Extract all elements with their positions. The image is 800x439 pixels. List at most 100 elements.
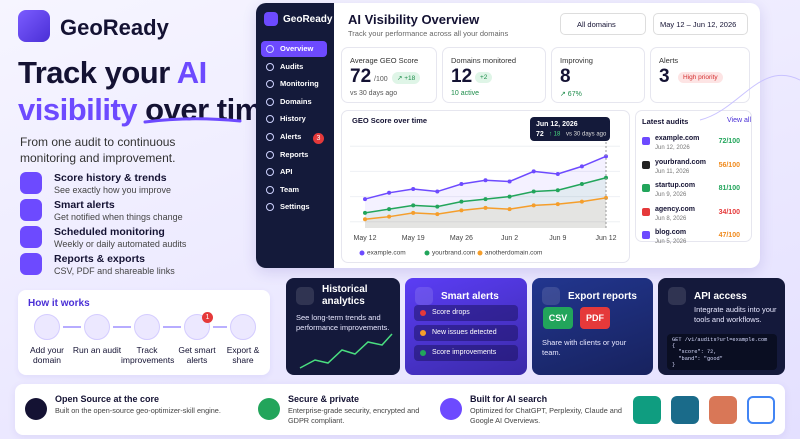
nav-item: API [280,167,293,177]
ai-logo [747,396,775,424]
headline-line: Track your AI [18,55,207,91]
code-line: "score": 72, [672,349,717,356]
code-line: } [672,361,676,368]
step-badge: 1 [202,312,213,323]
code-line: "band": "good" [672,355,723,362]
headline-part: visibility [18,92,138,127]
stat-badge: +2 [475,72,493,83]
card-title w: Smart alerts [441,291,499,302]
audit-date: Jun 9, 2026 [655,192,687,198]
feature-icon [20,172,42,194]
dash-subtitle: Track your performance across all your d… [348,29,509,38]
feature-icon [20,199,42,221]
dash-title: AI Visibility Overview [348,12,480,27]
card-title w: API access [694,291,747,302]
audit-domain: example.com [655,135,700,142]
headline-part: AI [176,55,208,90]
card-icon [668,287,686,305]
audit-date: Jun 12, 2026 [655,145,690,151]
nav-icon [266,150,274,159]
stat-label: Alerts [659,56,679,65]
card-icon [542,287,560,305]
feature-icon [20,253,42,275]
nav-item: Reports [280,149,309,159]
stat-label: Average GEO Score [350,56,419,65]
step-label w: Export & share [226,345,260,365]
card-desc: See long-term trends and performance imp… [296,313,390,332]
nav-icon [266,185,274,194]
step-label w: Track improvements [121,345,175,365]
feature-title: Smart alerts [54,199,115,211]
feature-card [405,278,527,375]
alert-dot [420,330,426,336]
nav-icon [266,203,274,212]
card-title w: Export reports [568,291,637,302]
alert-item [414,345,518,361]
nav-item: History [280,114,306,124]
footer-title: Built for AI search [470,394,548,404]
nav-icon [266,80,274,89]
card-desc: Integrate audits into your tools and wor… [694,305,777,324]
step-icon [84,314,110,340]
nav-item: Alerts [280,132,302,141]
headline-part: Track your [18,55,177,90]
audit-score: 47/100 [718,232,740,239]
footer-icon [258,398,280,420]
stat-value: 8 [560,66,571,87]
nav-icon [266,133,274,141]
stat-value: 72 [350,66,372,87]
stat-unit: /100 [374,76,388,83]
nav-icon [266,97,274,106]
stat-badge: High priority [678,72,723,83]
ai-logo [633,396,661,424]
alert-text: Score improvements [432,349,497,356]
audit-score: 72/100 [718,138,740,145]
nav-icon [266,168,274,177]
stat-label: Domains monitored [451,56,517,65]
feature-title: Reports & exports [54,253,146,265]
footer-icon [440,398,462,420]
audit-domain: agency.com [655,205,695,213]
audits-card [635,110,752,242]
card-desc: Share with clients or your team. [542,338,627,357]
audit-date: Jun 5, 2026 [655,239,687,245]
step-icon [34,314,60,340]
headline-line: visibility over time. [18,92,287,128]
stat-card [551,47,645,103]
logo-icon [18,10,50,42]
audit-domain: yourbrand.com [655,158,706,166]
stat-card [341,47,437,103]
stat-badge: ↗ +18 [392,72,421,84]
nav-item: Team [280,184,300,194]
step-label w: Run an audit [72,345,122,355]
alert-dot [420,350,426,356]
audit-domain: startup.com [655,182,696,189]
nav-item: Audits [280,61,304,71]
export-button: CSV [543,307,573,329]
ai-logo [709,396,737,424]
step-label w: Get smart alerts [178,345,216,365]
audit-score: 34/100 [718,208,740,216]
how-title: How it works [28,298,90,309]
nav-item: Settings [280,202,310,212]
audit-icon [642,231,650,239]
footer-desc w: Optimized for ChatGPT, Perplexity, Claud… [470,406,622,425]
stat-note: 10 active [451,90,480,97]
code-box [667,334,777,370]
nav-item: Monitoring [280,79,319,89]
audit-score: 56/100 [718,161,740,169]
nav-item: Domains [280,96,312,106]
alert-text: New issues detected [432,329,497,336]
stat-value: 3 [659,66,670,87]
feature-desc: Weekly or daily automated audits [54,239,187,249]
footer-icon [25,398,47,420]
audit-domain: blog.com [655,229,687,236]
nav-icon [266,115,274,124]
audit-icon [642,137,650,145]
audit-icon [642,207,650,216]
audit-icon [642,160,650,169]
footer-desc w: Enterprise-grade security, encrypted and… [288,406,420,425]
footer-desc w: Built on the open-source geo-optimizer-s… [55,406,221,415]
